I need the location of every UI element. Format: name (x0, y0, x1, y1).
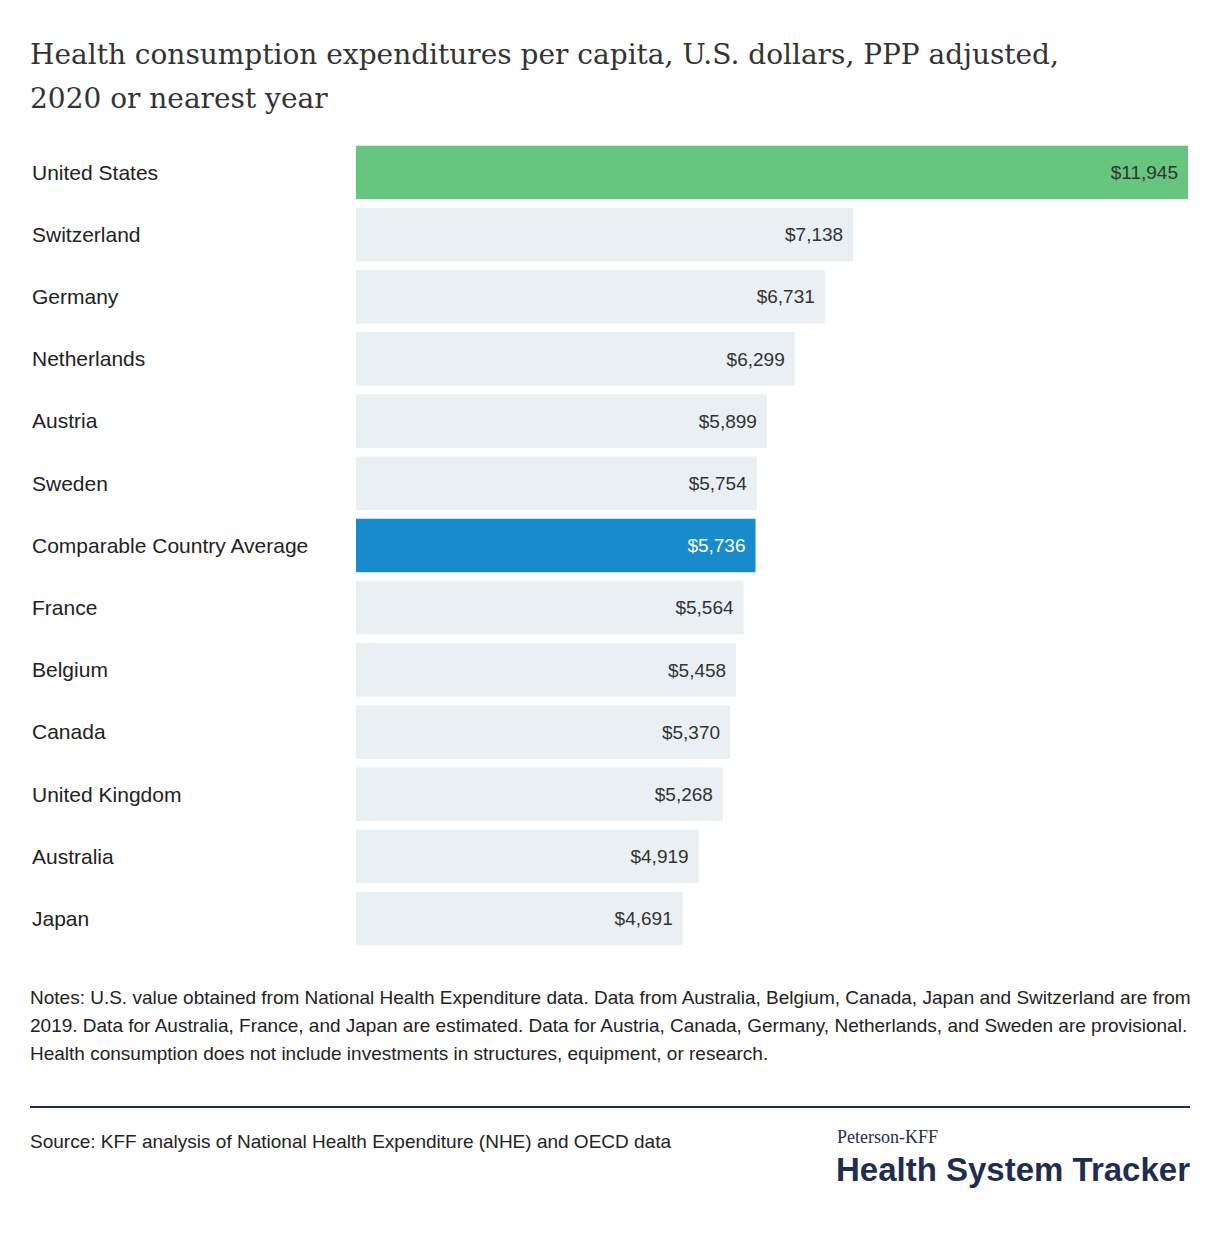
category-label: Switzerland (32, 223, 141, 246)
bar (356, 270, 825, 323)
bar (356, 332, 795, 385)
data-label: $5,736 (687, 535, 745, 556)
bar (356, 767, 723, 820)
category-label: Germany (32, 285, 119, 308)
brand-top: Peterson-KFF (837, 1127, 938, 1147)
data-label: $11,945 (1111, 162, 1178, 183)
source: Source: KFF analysis of National Health … (30, 1128, 710, 1156)
category-label: Sweden (32, 472, 108, 495)
bar (356, 830, 699, 883)
bar (356, 394, 767, 447)
category-label: Austria (32, 409, 98, 432)
notes: Notes: U.S. value obtained from National… (30, 984, 1195, 1068)
data-label: $4,919 (630, 846, 688, 867)
bar (356, 892, 683, 945)
category-label: Comparable Country Average (32, 534, 308, 557)
bar (356, 643, 736, 696)
category-label: Canada (32, 720, 106, 743)
data-label: $5,564 (675, 597, 734, 618)
category-label: France (32, 596, 97, 619)
divider (30, 1106, 1190, 1108)
category-label: Australia (32, 845, 114, 868)
title-line: Health consumption expenditures per capi… (30, 38, 1059, 71)
data-label: $5,370 (662, 722, 720, 743)
data-label: $5,754 (689, 473, 748, 494)
category-label: Japan (32, 907, 89, 930)
labels: United States Switzerland Germany Netherlan… (32, 161, 1178, 930)
data-label: $5,899 (699, 411, 757, 432)
data-label: $7,138 (785, 224, 843, 245)
data-label: $6,731 (757, 286, 815, 307)
title: Health consumption expenditures per capi… (30, 38, 1059, 115)
title-line: 2020 or nearest year (30, 82, 328, 115)
data-label: $5,268 (655, 784, 713, 805)
category-label: United Kingdom (32, 783, 181, 806)
page: {"chart_data": { "type": "bar", "orienta… (0, 0, 1220, 1238)
bar (356, 208, 853, 261)
bar (356, 519, 756, 572)
bar (356, 705, 730, 758)
category-label: Belgium (32, 658, 108, 681)
bar (356, 457, 757, 510)
data-label: $6,299 (727, 349, 785, 370)
bar (356, 581, 744, 634)
data-label: $5,458 (668, 660, 726, 681)
bars (356, 146, 1188, 946)
category-label: United States (32, 161, 158, 184)
data-label: $4,691 (615, 908, 673, 929)
category-label: Netherlands (32, 347, 145, 370)
brand-name: Health System Tracker (836, 1151, 1190, 1188)
bar (356, 146, 1188, 199)
